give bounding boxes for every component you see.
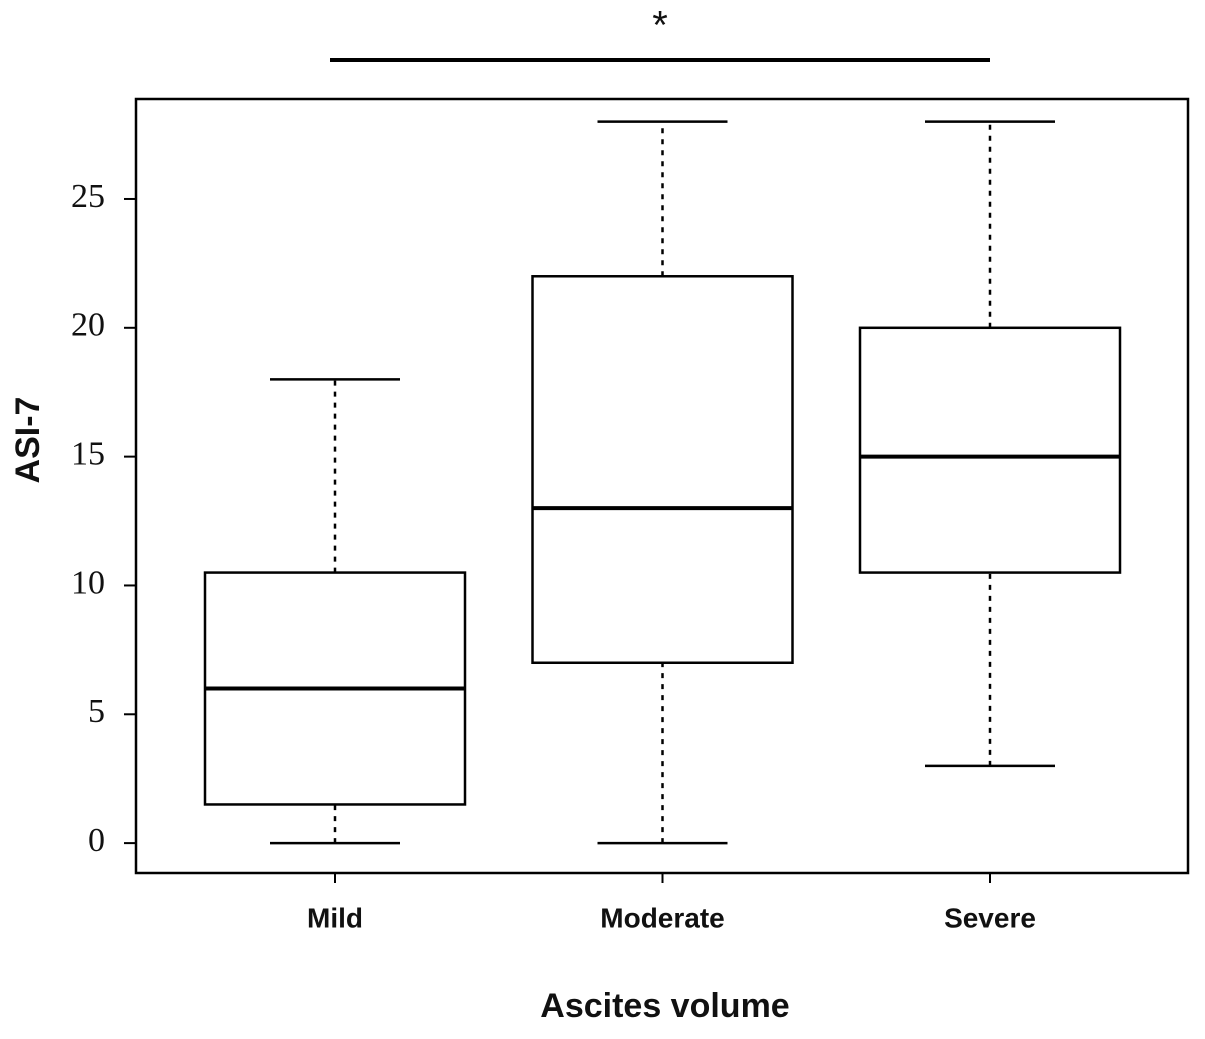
y-axis-label: ASI-7 xyxy=(9,397,47,484)
y-tick-label: 10 xyxy=(71,564,105,601)
y-tick-label: 0 xyxy=(88,822,105,859)
x-axis-label: Ascites volume xyxy=(540,987,789,1025)
significance-label: * xyxy=(652,4,668,48)
y-tick-label: 5 xyxy=(88,693,105,730)
y-tick-label: 20 xyxy=(71,307,105,344)
x-tick-label: Moderate xyxy=(600,902,724,933)
x-tick-label: Severe xyxy=(944,902,1036,933)
y-tick-label: 15 xyxy=(71,435,105,472)
x-tick-label: Mild xyxy=(307,902,363,933)
box xyxy=(858,326,1122,574)
y-tick-label: 25 xyxy=(71,178,105,215)
box xyxy=(531,275,794,665)
